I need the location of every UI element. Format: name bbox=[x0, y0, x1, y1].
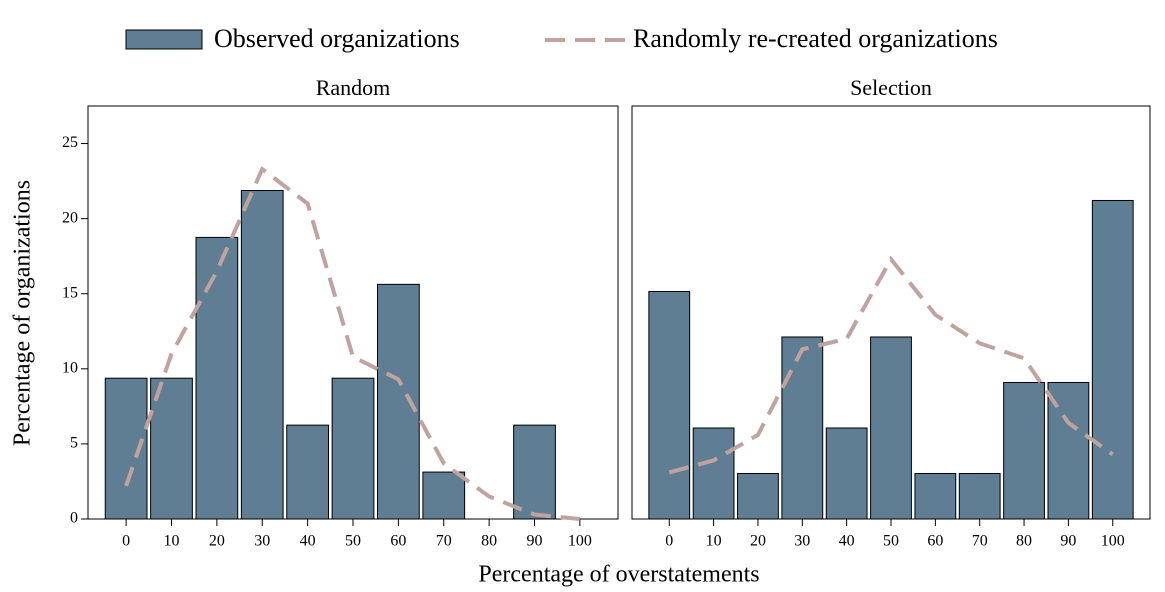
bar bbox=[1091, 199, 1134, 520]
bar bbox=[1003, 381, 1045, 520]
bar bbox=[781, 336, 824, 520]
x-tick-label: 60 bbox=[927, 533, 943, 550]
bar bbox=[286, 424, 329, 520]
legend-label: Randomly re-created organizations bbox=[633, 24, 998, 53]
x-tick-label: 100 bbox=[1101, 533, 1125, 550]
x-tick-label: 70 bbox=[436, 533, 452, 550]
bar bbox=[513, 424, 556, 520]
x-tick-label: 20 bbox=[209, 533, 225, 550]
bar bbox=[331, 377, 375, 520]
panel-title: Selection bbox=[850, 75, 932, 100]
legend-label: Observed organizations bbox=[214, 24, 460, 53]
bar bbox=[240, 189, 284, 520]
bar bbox=[737, 472, 779, 520]
y-tick-label: 20 bbox=[62, 209, 78, 226]
bar bbox=[648, 290, 691, 520]
x-tick-label: 60 bbox=[390, 533, 406, 550]
y-tick-label: 10 bbox=[62, 359, 78, 376]
y-axis-label: Percentage of organizations bbox=[10, 180, 36, 446]
x-tick-label: 30 bbox=[254, 533, 270, 550]
x-tick-label: 0 bbox=[665, 533, 673, 550]
bar bbox=[195, 236, 239, 520]
x-tick-label: 30 bbox=[794, 533, 810, 550]
y-tick-label: 15 bbox=[62, 284, 78, 301]
panel-title: Random bbox=[316, 75, 391, 100]
bar bbox=[958, 472, 1001, 520]
y-tick-label: 0 bbox=[70, 510, 78, 527]
line bbox=[668, 255, 1114, 475]
x-tick-label: 100 bbox=[568, 533, 592, 550]
line bbox=[124, 165, 581, 521]
x-axis-label: Percentage of overstatements bbox=[478, 562, 759, 588]
x-tick-label: 40 bbox=[839, 533, 855, 550]
x-tick-label: 40 bbox=[300, 533, 316, 550]
x-tick-label: 10 bbox=[163, 533, 179, 550]
x-tick-label: 70 bbox=[972, 533, 988, 550]
bar bbox=[150, 377, 193, 520]
bar bbox=[914, 472, 957, 520]
x-tick-label: 80 bbox=[1016, 533, 1032, 550]
x-tick-label: 90 bbox=[527, 533, 543, 550]
y-tick-label: 25 bbox=[62, 134, 78, 151]
x-tick-label: 0 bbox=[122, 533, 130, 550]
x-tick-label: 80 bbox=[481, 533, 497, 550]
x-tick-label: 10 bbox=[706, 533, 722, 550]
bar bbox=[422, 471, 466, 520]
bar bbox=[870, 336, 912, 520]
legend-swatch bbox=[125, 29, 203, 50]
x-tick-label: 50 bbox=[883, 533, 899, 550]
y-tick-label: 5 bbox=[70, 435, 78, 452]
bar bbox=[825, 427, 868, 520]
x-tick-label: 50 bbox=[345, 533, 361, 550]
x-tick-label: 20 bbox=[750, 533, 766, 550]
bar bbox=[692, 427, 735, 520]
x-tick-label: 90 bbox=[1060, 533, 1076, 550]
bar bbox=[377, 283, 420, 520]
